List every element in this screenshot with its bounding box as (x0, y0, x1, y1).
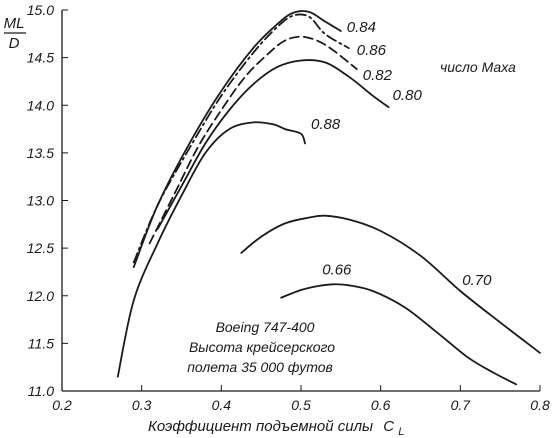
series-line-0-80 (156, 59, 390, 230)
x-tick-label: 0.2 (52, 397, 72, 413)
series-line-0-70 (240, 214, 541, 354)
x-tick-label: 0.4 (212, 397, 232, 413)
x-tick-label: 0.6 (371, 397, 391, 413)
x-tick-label: 0.8 (530, 397, 550, 413)
x-axis-title: Коэффициент подъемной силы C L (148, 418, 404, 438)
x-axis-title-symbol: C (383, 418, 394, 435)
legend-title: число Маха (440, 59, 516, 75)
x-tick-label: 0.3 (132, 397, 152, 413)
x-tick-label: 0.7 (451, 397, 472, 413)
series-label-0-84: 0.84 (347, 19, 376, 36)
annotation-line-1: Boeing 747-400 (216, 319, 315, 335)
y-tick-label: 12.5 (27, 240, 54, 256)
y-tick-label: 11.5 (28, 335, 54, 351)
series-line-0-86 (132, 13, 350, 264)
annotation-line-2: Высота крейсерского (189, 339, 335, 355)
series-label-0-82: 0.82 (363, 67, 393, 84)
series-label-0-80: 0.80 (393, 87, 423, 104)
y-tick-label: 11.0 (28, 383, 54, 399)
series-line-0-84 (132, 10, 342, 269)
x-tick-label: 0.5 (291, 397, 311, 413)
y-ticks: 11.0 11.5 12.0 12.5 13.0 13.5 14.0 14.5 15.0 (27, 2, 68, 399)
y-tick-label: 14.0 (27, 97, 54, 113)
x-ticks: 0.2 0.3 0.4 0.5 0.6 0.7 0.8 (52, 385, 550, 413)
aircraft-annotation: Boeing 747-400 Высота крейсерского полет… (187, 319, 335, 375)
series-label-0-70: 0.70 (462, 272, 492, 289)
y-tick-label: 12.0 (27, 288, 54, 304)
series-label-0-86: 0.86 (357, 42, 387, 59)
series-line-0-66 (280, 283, 517, 386)
annotation-line-3: полета 35 000 футов (187, 359, 333, 375)
series-line-0-82 (148, 35, 358, 245)
series-line-0-88 (116, 121, 306, 378)
y-tick-label: 13.5 (27, 145, 54, 161)
y-axis-title-denominator: D (9, 35, 20, 52)
y-tick-label: 13.0 (27, 193, 54, 209)
x-axis-title-text: Коэффициент подъемной силы (148, 418, 373, 435)
series-label-0-66: 0.66 (322, 261, 352, 278)
x-axis-title-subscript: L (398, 426, 404, 438)
y-axis-title: ML D (4, 15, 26, 52)
series-labels: 0.84 0.86 0.820.80 0.88 0.70 0.66 (311, 19, 492, 289)
y-tick-label: 15.0 (27, 2, 54, 18)
y-axis-title-numerator: ML (4, 15, 25, 32)
series-label-0-88: 0.88 (311, 116, 341, 133)
y-tick-label: 14.5 (27, 50, 54, 66)
series-lines (116, 10, 541, 386)
